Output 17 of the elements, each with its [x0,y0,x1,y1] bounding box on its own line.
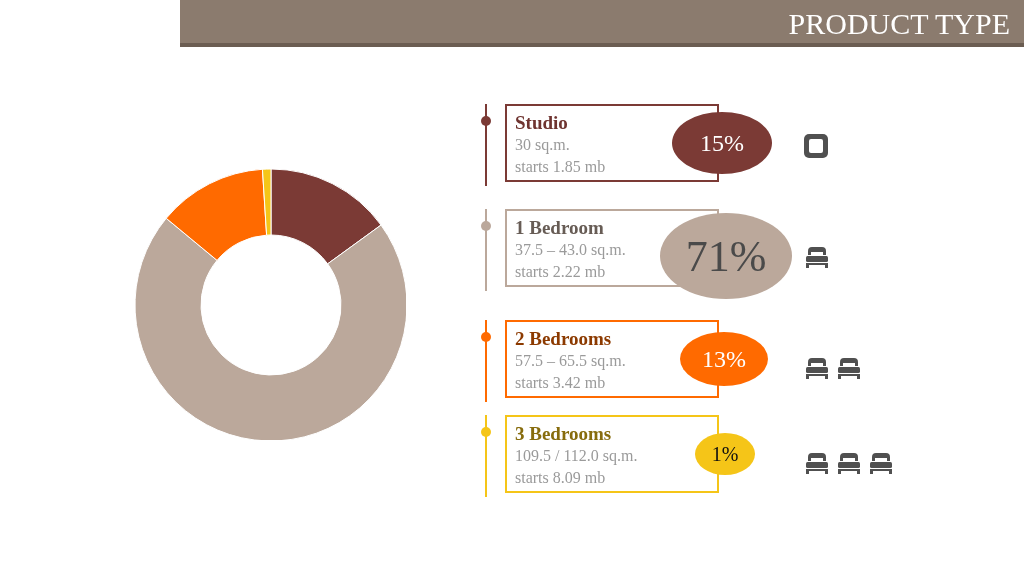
text: starts 3.42 mb [515,373,607,393]
text: 1% [695,433,755,475]
text: 15% [672,112,772,174]
text: 71% [660,213,792,299]
legend-label: 2 Bedrooms [515,328,612,349]
text: 57.5 – 65.5 sq.m. [515,352,626,369]
legend-label: 3 Bedrooms [515,423,613,445]
legend-label: Studio [515,112,568,133]
text: PRODUCT TYPE [788,6,1010,42]
text: starts 8.09 mb [515,468,607,488]
text: 37.5 – 43.0 sq.m. [515,241,626,258]
text: starts 2.22 mb [515,263,606,280]
text: 30 sq.m. [515,136,570,153]
text: starts 1.85 mb [515,157,607,177]
text: 13% [680,332,768,386]
text: 109.5 / 112.0 sq.m. [515,446,639,467]
legend-label: 1 Bedroom [515,217,604,238]
